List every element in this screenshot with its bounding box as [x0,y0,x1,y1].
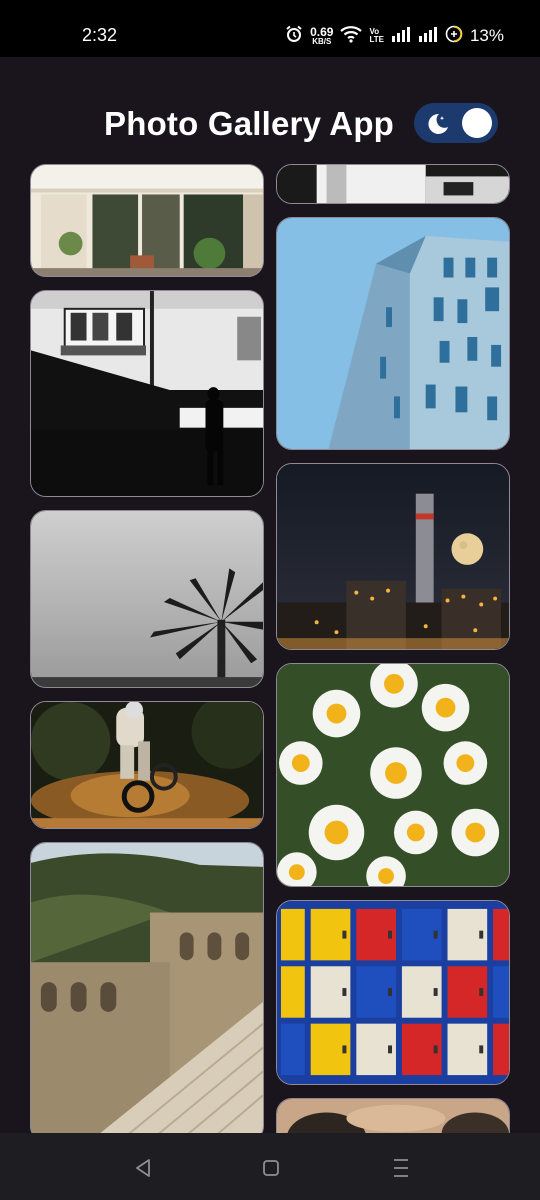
shadow-street-photo[interactable] [30,290,264,497]
app-screen: Photo Gallery App [0,57,540,1133]
storefront-photo[interactable] [30,164,264,277]
navigation-bar [0,1133,540,1200]
network-speed-unit: KB/S [312,37,332,46]
theme-toggle[interactable] [414,103,498,143]
alarm-icon [285,25,303,48]
status-time: 2:32 [82,25,118,45]
menu-lines-icon[interactable] [386,1153,416,1183]
moon-factory-photo[interactable] [276,463,510,650]
status-bar: 2:32 0.69 KB/S Vo LTE 13% [0,0,540,57]
back-triangle-icon[interactable] [128,1153,158,1183]
battery-percent: 13% [469,26,504,45]
volte-indicator: Vo LTE [369,28,384,44]
wifi-icon [340,25,363,48]
home-square-icon[interactable] [256,1153,286,1183]
moon-icon [424,111,450,142]
lockers-photo[interactable] [276,900,510,1085]
ancient-theater-photo[interactable] [30,842,264,1133]
network-speed-value: 0.69 [310,25,334,39]
motocross-photo[interactable] [30,701,264,829]
daisies-photo[interactable] [276,663,510,887]
volte-bottom: LTE [369,35,384,44]
blue-building-photo[interactable] [276,217,510,450]
app-title: Photo Gallery App [104,105,395,142]
signal-icon-1 [391,26,411,47]
blurred-face-photo[interactable] [276,1098,510,1133]
battery-saver-icon [445,25,463,48]
palm-tree-photo[interactable] [30,510,264,688]
signal-icon-2 [418,26,438,47]
volte-top: Vo [369,27,380,36]
dark-building-photo[interactable] [276,164,510,204]
network-speed: 0.69 KB/S [310,26,333,46]
toggle-knob [462,108,492,138]
status-icons: 0.69 KB/S Vo LTE 13% [285,22,504,50]
